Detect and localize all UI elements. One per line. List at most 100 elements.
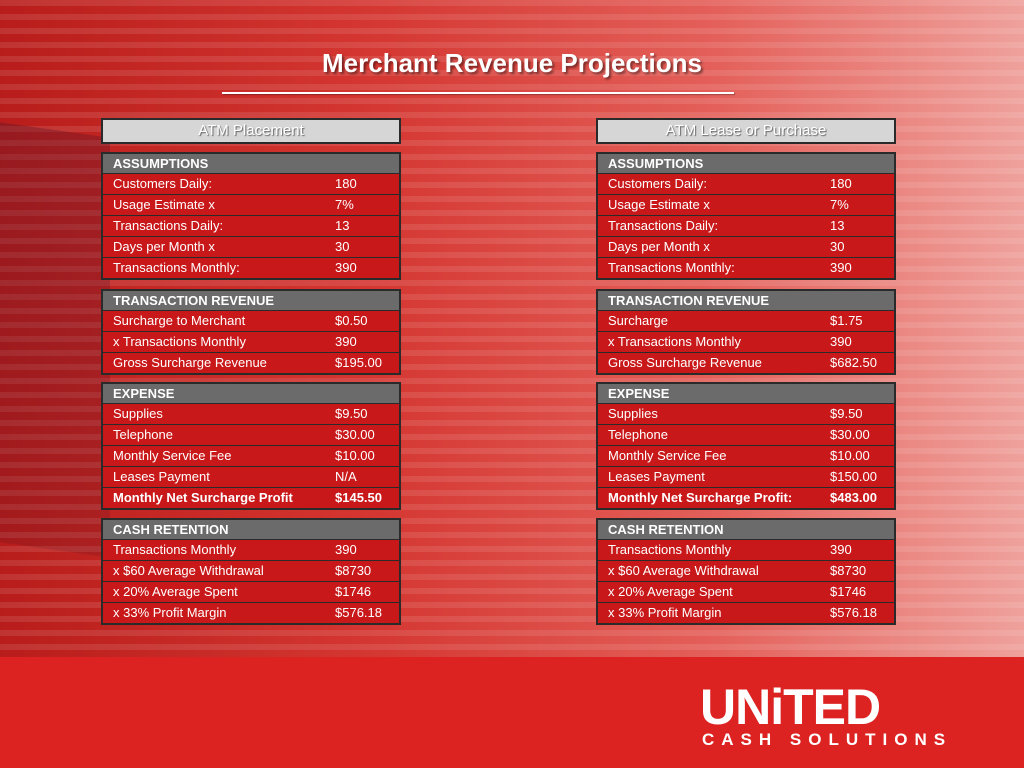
table-row: Usage Estimate x 7%	[103, 195, 399, 216]
column-header: ATM Placement	[101, 118, 401, 144]
table-row: Days per Month x 30	[598, 237, 894, 258]
row-value: $8730	[830, 563, 867, 578]
section-assumptions: ASSUMPTIONS Customers Daily: 180 Usage Es…	[596, 152, 896, 280]
row-value: $9.50	[335, 406, 368, 421]
row-label: Days per Month x	[608, 239, 710, 254]
row-label: Transactions Daily:	[608, 218, 719, 233]
section-assumptions: ASSUMPTIONS Customers Daily: 180 Usage Es…	[101, 152, 401, 280]
row-label: Monthly Service Fee	[113, 448, 232, 463]
section-cash-retention: CASH RETENTION Transactions Monthly 390 x…	[596, 518, 896, 625]
row-label: Telephone	[608, 427, 668, 442]
row-label: Supplies	[608, 406, 658, 421]
table-row: Leases Payment N/A	[103, 467, 399, 488]
row-value: 390	[335, 542, 357, 557]
table-row: Telephone $30.00	[598, 425, 894, 446]
table-row: Surcharge $1.75	[598, 311, 894, 332]
table-row-total: Monthly Net Surcharge Profit: $483.00	[598, 488, 894, 508]
row-label: Surcharge to Merchant	[113, 313, 246, 328]
row-label: x $60 Average Withdrawal	[113, 563, 264, 578]
row-value: 180	[335, 176, 357, 191]
section-expense: EXPENSE Supplies $9.50 Telephone $30.00 Mo…	[101, 382, 401, 510]
row-label: x 20% Average Spent	[608, 584, 733, 599]
table-row: Leases Payment $150.00	[598, 467, 894, 488]
row-value: $483.00	[830, 490, 877, 505]
row-label: Leases Payment	[608, 469, 705, 484]
table-row: Transactions Daily: 13	[598, 216, 894, 237]
section-cash-retention: CASH RETENTION Transactions Monthly 390 x…	[101, 518, 401, 625]
row-value: $0.50	[335, 313, 368, 328]
column-header: ATM Lease or Purchase	[596, 118, 896, 144]
table-row: Transactions Monthly: 390	[103, 258, 399, 278]
table-row: x $60 Average Withdrawal $8730	[103, 561, 399, 582]
table-row: x 20% Average Spent $1746	[103, 582, 399, 603]
row-label: Usage Estimate x	[608, 197, 710, 212]
row-value: $150.00	[830, 469, 877, 484]
row-label: x 33% Profit Margin	[113, 605, 227, 620]
row-label: Telephone	[113, 427, 173, 442]
row-label: Gross Surcharge Revenue	[113, 355, 267, 370]
section-title: TRANSACTION REVENUE	[598, 291, 894, 311]
row-label: x Transactions Monthly	[608, 334, 741, 349]
row-value: 7%	[830, 197, 849, 212]
row-value: 13	[830, 218, 845, 233]
row-value: $576.18	[335, 605, 382, 620]
row-value: 30	[335, 239, 350, 254]
row-label: x 33% Profit Margin	[608, 605, 722, 620]
table-row: Telephone $30.00	[103, 425, 399, 446]
row-label: Usage Estimate x	[113, 197, 215, 212]
section-title: CASH RETENTION	[103, 520, 399, 540]
united-cash-solutions-logo: UNiTED CASH SOLUTIONS	[700, 678, 980, 758]
row-value: N/A	[335, 469, 357, 484]
table-row: Transactions Monthly 390	[598, 540, 894, 561]
table-row: Monthly Service Fee $10.00	[598, 446, 894, 467]
row-value: $8730	[335, 563, 372, 578]
table-row: Usage Estimate x 7%	[598, 195, 894, 216]
row-value: 180	[830, 176, 852, 191]
section-transaction-revenue: TRANSACTION REVENUE Surcharge to Merchan…	[101, 289, 401, 375]
logo-wordmark: UNiTED	[700, 679, 881, 735]
table-row: x 33% Profit Margin $576.18	[598, 603, 894, 623]
row-label: Transactions Monthly	[113, 542, 237, 557]
row-label: Transactions Monthly:	[608, 260, 735, 275]
section-transaction-revenue: TRANSACTION REVENUE Surcharge $1.75 x Tra…	[596, 289, 896, 375]
row-value: 390	[830, 542, 852, 557]
table-row: Gross Surcharge Revenue $195.00	[103, 353, 399, 373]
row-value: $145.50	[335, 490, 382, 505]
table-row: x Transactions Monthly 390	[598, 332, 894, 353]
table-row: x 33% Profit Margin $576.18	[103, 603, 399, 623]
row-label: x Transactions Monthly	[113, 334, 246, 349]
table-row: Transactions Daily: 13	[103, 216, 399, 237]
row-label: Gross Surcharge Revenue	[608, 355, 762, 370]
row-value: $576.18	[830, 605, 877, 620]
table-row: x Transactions Monthly 390	[103, 332, 399, 353]
row-label: x $60 Average Withdrawal	[608, 563, 759, 578]
table-row: Days per Month x 30	[103, 237, 399, 258]
section-title: ASSUMPTIONS	[103, 154, 399, 174]
table-row: Surcharge to Merchant $0.50	[103, 311, 399, 332]
table-row: Monthly Service Fee $10.00	[103, 446, 399, 467]
row-value: $1746	[830, 584, 867, 599]
section-title: ASSUMPTIONS	[598, 154, 894, 174]
row-value: $10.00	[830, 448, 870, 463]
row-value: $30.00	[335, 427, 375, 442]
table-row: Transactions Monthly 390	[103, 540, 399, 561]
row-value: 13	[335, 218, 350, 233]
page-title: Merchant Revenue Projections	[322, 48, 702, 78]
row-value: $10.00	[335, 448, 375, 463]
row-label: Monthly Service Fee	[608, 448, 727, 463]
row-label: Transactions Daily:	[113, 218, 224, 233]
row-label: Customers Daily:	[113, 176, 212, 191]
table-row: Transactions Monthly: 390	[598, 258, 894, 278]
row-label: Days per Month x	[113, 239, 215, 254]
row-value: 390	[335, 334, 357, 349]
logo-tagline: CASH SOLUTIONS	[702, 730, 953, 749]
row-value: $195.00	[335, 355, 382, 370]
section-title: EXPENSE	[103, 384, 399, 404]
table-row: Supplies $9.50	[103, 404, 399, 425]
row-label: Transactions Monthly:	[113, 260, 240, 275]
row-label: x 20% Average Spent	[113, 584, 238, 599]
row-value: $1746	[335, 584, 372, 599]
row-label: Transactions Monthly	[608, 542, 732, 557]
row-value: 7%	[335, 197, 354, 212]
table-row: x $60 Average Withdrawal $8730	[598, 561, 894, 582]
